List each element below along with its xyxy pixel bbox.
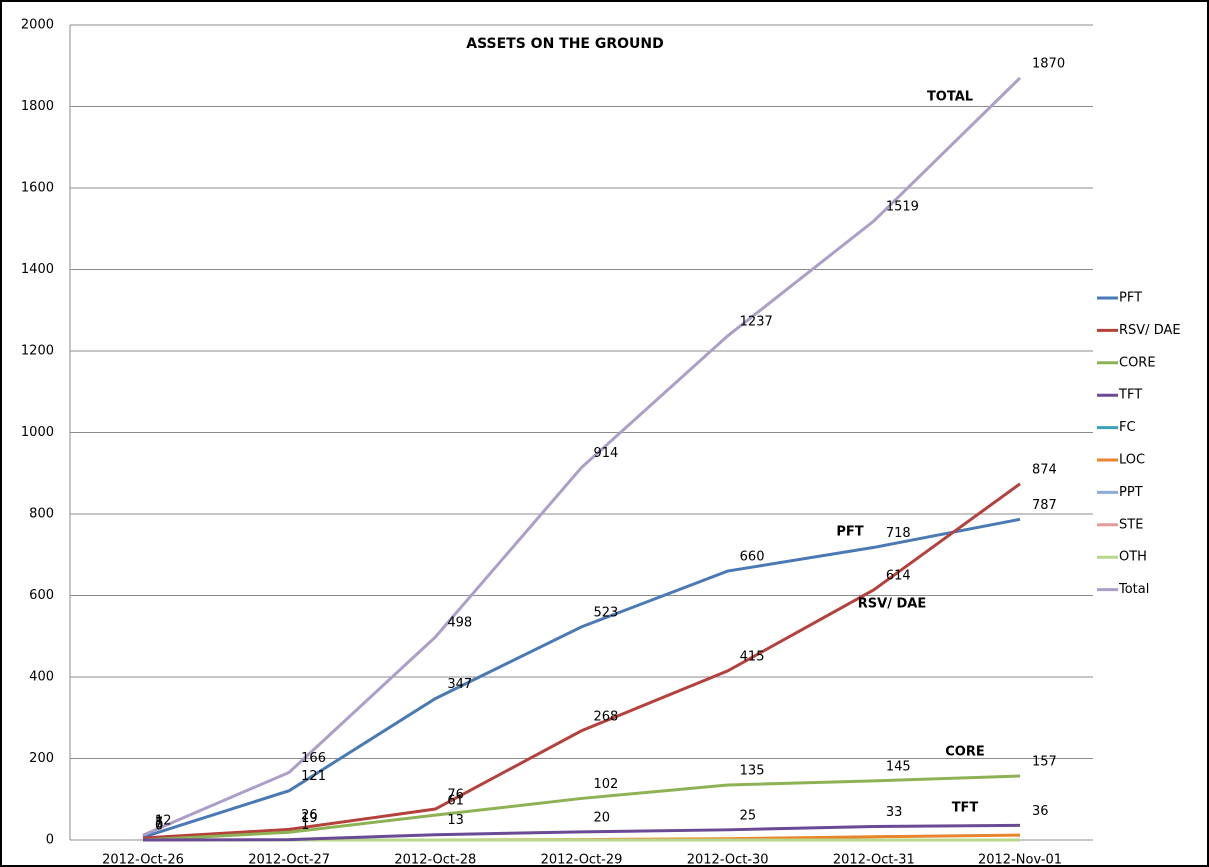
data-label: 1237 bbox=[740, 314, 773, 329]
y-tick-label: 1000 bbox=[21, 425, 54, 440]
legend-label: RSV/ DAE bbox=[1119, 323, 1181, 338]
y-tick-label: 400 bbox=[29, 670, 54, 685]
data-label: 26 bbox=[301, 808, 318, 823]
y-tick-label: 2000 bbox=[21, 18, 54, 33]
annotation: PFT bbox=[836, 525, 863, 540]
data-label: 61 bbox=[447, 794, 464, 809]
series-line bbox=[142, 774, 1021, 842]
data-label: 718 bbox=[886, 526, 911, 541]
x-tick-label: 2012-Oct-31 bbox=[833, 853, 915, 867]
legend-label: FC bbox=[1119, 420, 1136, 435]
annotation: RSV/ DAE bbox=[858, 597, 926, 612]
x-tick-label: 2012-Oct-29 bbox=[541, 853, 623, 867]
series-line bbox=[142, 517, 1021, 839]
data-label: 76 bbox=[447, 788, 464, 803]
x-tick-label: 2012-Nov-01 bbox=[978, 853, 1062, 867]
data-label: 33 bbox=[886, 805, 903, 820]
data-label: 614 bbox=[886, 568, 911, 583]
data-label: 157 bbox=[1032, 755, 1057, 770]
legend-label: TFT bbox=[1118, 388, 1142, 403]
y-tick-label: 1400 bbox=[21, 262, 54, 277]
legend-label: Total bbox=[1118, 582, 1149, 597]
data-label: 1870 bbox=[1032, 56, 1065, 71]
annotation: TOTAL bbox=[927, 90, 973, 105]
y-tick-label: 600 bbox=[29, 588, 54, 603]
data-label: 1 bbox=[301, 818, 309, 833]
y-tick-label: 1600 bbox=[21, 181, 54, 196]
data-label: 787 bbox=[1032, 498, 1057, 513]
data-label: 914 bbox=[594, 446, 619, 461]
data-label: 347 bbox=[447, 677, 472, 692]
data-label: 145 bbox=[886, 759, 911, 774]
x-tick-label: 2012-Oct-30 bbox=[687, 853, 769, 867]
data-label: 1519 bbox=[886, 200, 919, 215]
series-line bbox=[142, 76, 1022, 837]
x-tick-label: 2012-Oct-27 bbox=[248, 853, 330, 867]
data-label: 0 bbox=[155, 819, 163, 834]
annotation: CORE bbox=[945, 745, 984, 760]
series-line bbox=[142, 482, 1021, 840]
annotation: TFT bbox=[952, 801, 979, 816]
y-tick-label: 800 bbox=[29, 507, 54, 522]
legend-label: STE bbox=[1119, 517, 1143, 532]
data-label: 12 bbox=[155, 814, 172, 829]
data-label: 0 bbox=[155, 819, 163, 834]
data-label: 7 bbox=[155, 816, 163, 831]
data-label: 660 bbox=[740, 550, 765, 565]
data-label: 20 bbox=[594, 810, 611, 825]
x-tick-label: 2012-Oct-26 bbox=[102, 853, 184, 867]
chart-title: ASSETS ON THE GROUND bbox=[466, 36, 664, 52]
series-line bbox=[142, 823, 1021, 842]
data-label: 135 bbox=[740, 763, 765, 778]
y-tick-label: 1800 bbox=[21, 99, 54, 114]
data-label: 36 bbox=[1032, 804, 1049, 819]
data-label: 19 bbox=[301, 811, 318, 826]
x-tick-label: 2012-Oct-28 bbox=[394, 853, 476, 867]
data-label: 121 bbox=[301, 769, 326, 784]
legend-label: PPT bbox=[1119, 485, 1143, 500]
y-tick-label: 200 bbox=[29, 751, 54, 766]
data-label: 874 bbox=[1032, 462, 1057, 477]
data-label: 523 bbox=[594, 605, 619, 620]
data-label: 498 bbox=[447, 616, 472, 631]
data-label: 5 bbox=[155, 816, 163, 831]
data-label: 102 bbox=[594, 777, 619, 792]
data-label: 13 bbox=[447, 813, 464, 828]
data-label: 415 bbox=[740, 649, 765, 664]
data-label: 268 bbox=[594, 709, 619, 724]
legend-label: CORE bbox=[1119, 355, 1156, 370]
data-label: 166 bbox=[301, 751, 326, 766]
legend-label: LOC bbox=[1119, 453, 1145, 468]
data-label: 25 bbox=[740, 808, 757, 823]
y-tick-label: 0 bbox=[46, 833, 54, 848]
y-tick-label: 1200 bbox=[21, 344, 54, 359]
legend-label: OTH bbox=[1119, 550, 1147, 565]
legend-label: PFT bbox=[1119, 291, 1142, 306]
